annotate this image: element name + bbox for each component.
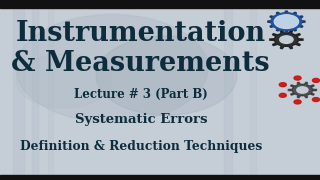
Circle shape: [271, 13, 302, 30]
Polygon shape: [268, 11, 305, 32]
Circle shape: [279, 93, 286, 97]
Circle shape: [16, 14, 208, 122]
Bar: [13, 0, 24, 180]
Circle shape: [312, 98, 319, 102]
Bar: [32, 0, 38, 180]
Text: & Measurements: & Measurements: [12, 50, 270, 77]
Text: Definition & Reduction Techniques: Definition & Reduction Techniques: [20, 140, 262, 153]
Circle shape: [312, 78, 319, 82]
Polygon shape: [270, 31, 303, 49]
Bar: [0, 175, 320, 180]
Circle shape: [294, 76, 301, 80]
Circle shape: [96, 36, 237, 115]
Circle shape: [294, 100, 301, 104]
Bar: [48, 0, 53, 180]
Polygon shape: [288, 82, 316, 98]
Circle shape: [278, 17, 295, 26]
Bar: [0, 0, 320, 8]
Text: Instrumentation: Instrumentation: [16, 20, 266, 47]
Text: Lecture # 3 (Part B): Lecture # 3 (Part B): [74, 88, 208, 101]
Bar: [250, 0, 256, 180]
Circle shape: [16, 54, 112, 108]
Circle shape: [274, 15, 299, 28]
Circle shape: [280, 36, 293, 43]
Circle shape: [279, 83, 286, 87]
Bar: [224, 0, 232, 180]
Text: Systematic Errors: Systematic Errors: [75, 113, 207, 126]
Circle shape: [297, 87, 308, 93]
